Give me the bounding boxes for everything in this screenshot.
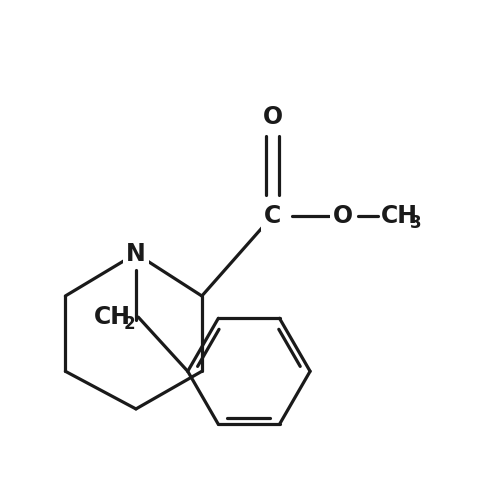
Text: O: O (333, 204, 353, 228)
Text: CH: CH (381, 204, 418, 228)
Text: 3: 3 (411, 214, 422, 232)
Text: O: O (262, 105, 283, 129)
Text: 2: 2 (123, 315, 135, 333)
Text: CH: CH (93, 305, 131, 329)
Text: N: N (126, 241, 146, 266)
Text: C: C (264, 204, 281, 228)
